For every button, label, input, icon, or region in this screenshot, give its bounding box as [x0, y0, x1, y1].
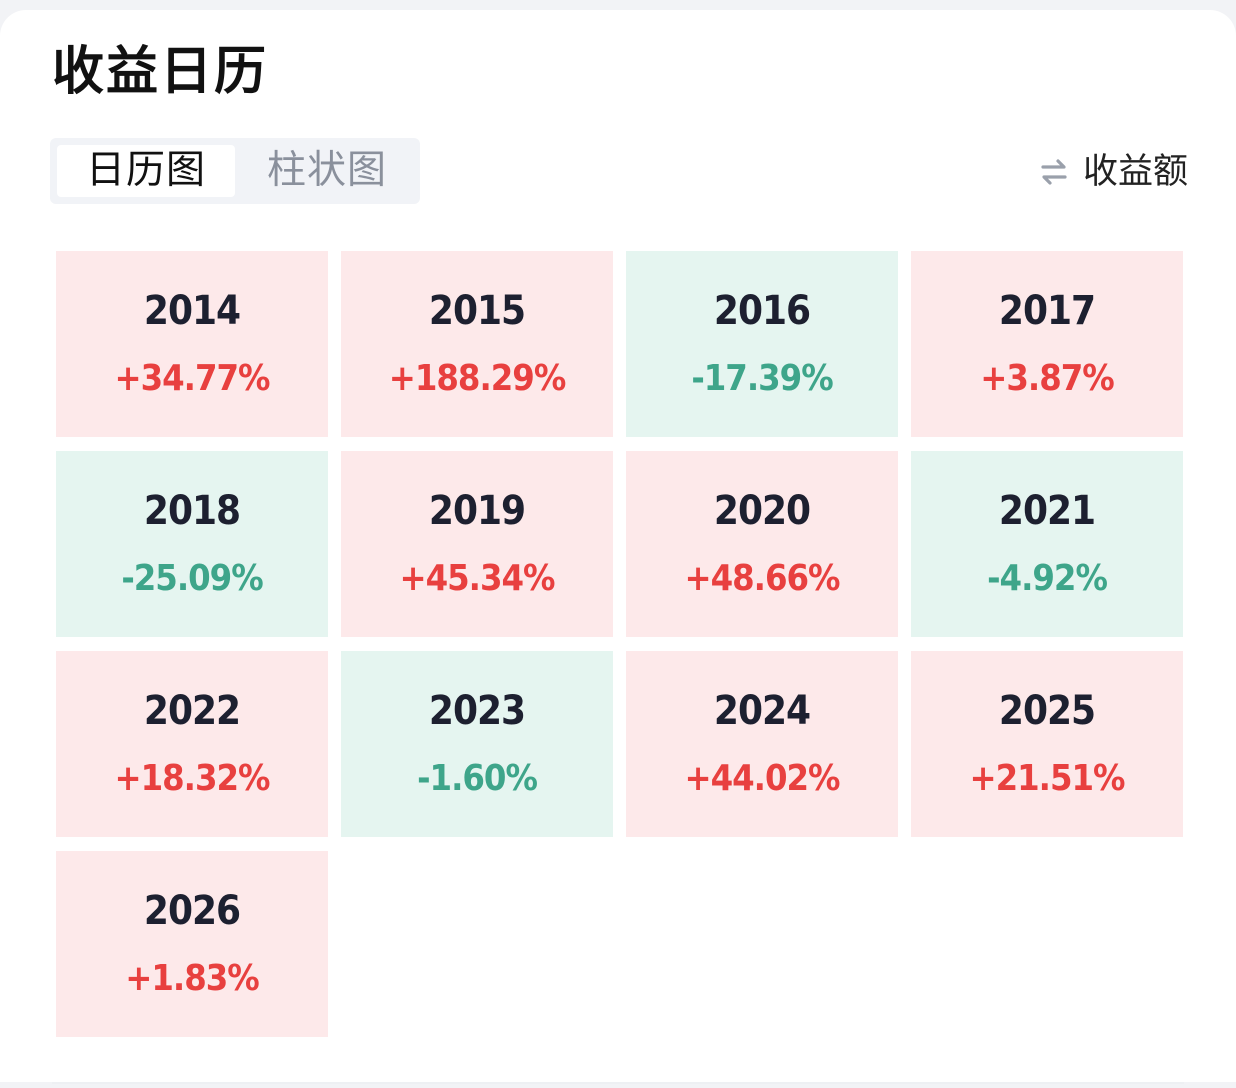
year-label: 2014	[143, 288, 241, 334]
year-label: 2019	[428, 488, 526, 534]
year-cell[interactable]: 2022 +18.32%	[56, 651, 328, 837]
year-return: +44.02%	[684, 758, 840, 799]
year-label: 2021	[998, 488, 1096, 534]
year-return: -4.92%	[987, 558, 1108, 599]
year-label: 2015	[428, 288, 526, 334]
year-label: 2018	[143, 488, 241, 534]
year-return: +188.29%	[388, 358, 567, 399]
returns-calendar-card: 收益日历 日历图 柱状图 收益额 2014 +34.77% 2015 +188.29%…	[0, 10, 1236, 1082]
year-return: +18.32%	[114, 758, 270, 799]
year-cell[interactable]: 2017 +3.87%	[911, 251, 1183, 437]
year-return: +1.83%	[125, 958, 260, 999]
year-label: 2024	[713, 688, 811, 734]
year-calendar-grid: 2014 +34.77% 2015 +188.29% 2016 -17.39% 2017 +3…	[56, 251, 1183, 1037]
return-amount-toggle[interactable]: 收益额	[1039, 150, 1188, 194]
year-cell[interactable]: 2026 +1.83%	[56, 851, 328, 1037]
year-label: 2016	[713, 288, 811, 334]
toggle-label: 收益额	[1082, 152, 1188, 192]
year-cell[interactable]: 2020 +48.66%	[626, 451, 898, 637]
year-label: 2020	[713, 488, 811, 534]
page-title: 收益日历	[52, 42, 269, 102]
view-switcher: 日历图 柱状图	[50, 138, 420, 204]
year-return: -1.60%	[417, 758, 538, 799]
year-label: 2023	[428, 688, 526, 734]
year-return: +34.77%	[114, 358, 270, 399]
swap-arrows-icon	[1041, 159, 1067, 185]
year-cell[interactable]: 2024 +44.02%	[626, 651, 898, 837]
divider	[52, 1082, 1184, 1084]
year-cell[interactable]: 2025 +21.51%	[911, 651, 1183, 837]
year-return: -17.39%	[691, 358, 833, 399]
year-label: 2026	[143, 888, 241, 934]
year-cell[interactable]: 2021 -4.92%	[911, 451, 1183, 637]
tab-calendar-view[interactable]: 日历图	[57, 145, 235, 197]
year-label: 2025	[998, 688, 1096, 734]
year-return: +45.34%	[399, 558, 555, 599]
year-cell[interactable]: 2019 +45.34%	[341, 451, 613, 637]
year-label: 2017	[998, 288, 1096, 334]
year-cell[interactable]: 2014 +34.77%	[56, 251, 328, 437]
year-cell[interactable]: 2018 -25.09%	[56, 451, 328, 637]
year-cell[interactable]: 2023 -1.60%	[341, 651, 613, 837]
tab-bar-chart-view[interactable]: 柱状图	[266, 148, 387, 193]
year-return: +3.87%	[980, 358, 1115, 399]
year-cell[interactable]: 2015 +188.29%	[341, 251, 613, 437]
year-cell[interactable]: 2016 -17.39%	[626, 251, 898, 437]
year-return: +48.66%	[684, 558, 840, 599]
year-return: -25.09%	[121, 558, 263, 599]
year-label: 2022	[143, 688, 241, 734]
year-return: +21.51%	[969, 758, 1125, 799]
